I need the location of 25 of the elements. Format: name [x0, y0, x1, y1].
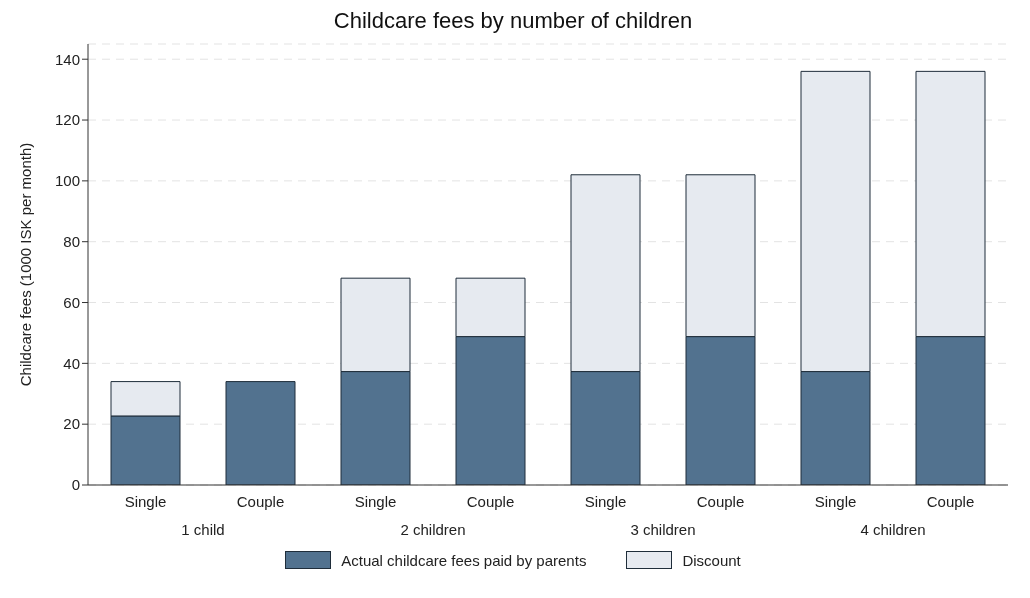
y-tick-label: 80	[63, 233, 80, 251]
y-tick-label: 0	[71, 476, 80, 494]
x-tick-label: Couple	[696, 493, 745, 510]
x-tick-label: Couple	[236, 493, 285, 510]
y-tick-label: 20	[63, 415, 80, 433]
legend-label: Actual childcare fees paid by parents	[341, 551, 587, 569]
x-tick-label: Single	[124, 493, 167, 510]
text: 2 children	[400, 521, 466, 538]
y-tick-label: 120	[54, 111, 80, 129]
x-tick-label: Couple	[466, 493, 515, 510]
x-tick-label: Single	[584, 493, 627, 510]
text: 4 children	[860, 521, 926, 538]
text: 1 child	[181, 521, 225, 538]
y-axis-title: Childcare fees (1000 ISK per month)	[17, 142, 35, 387]
y-tick-label: 140	[54, 50, 80, 68]
x-tick-label: Single	[814, 493, 857, 510]
bar	[225, 381, 296, 485]
y-tick-label: 100	[54, 172, 80, 190]
x-tick-label: Couple	[926, 493, 975, 510]
x-tick-label: Single	[354, 493, 397, 510]
y-tick-label: 60	[63, 293, 80, 311]
chart-title: Childcare fees by number of children	[332, 8, 694, 34]
text: 3 children	[630, 521, 696, 538]
y-tick-label: 40	[63, 354, 80, 372]
legend-label: Discount	[682, 551, 741, 569]
